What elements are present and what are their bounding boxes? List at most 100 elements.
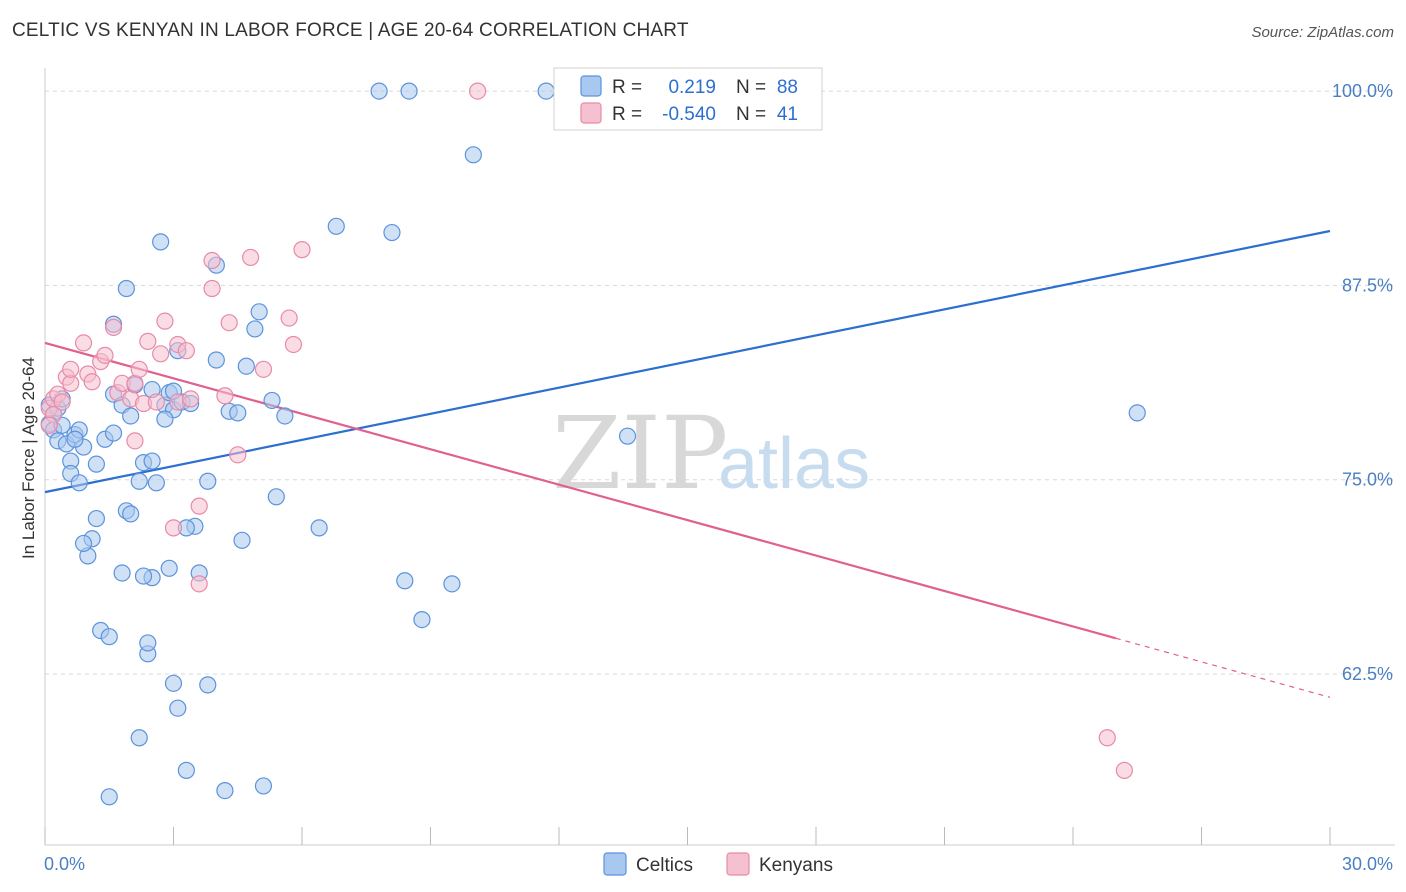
kenyan-point <box>83 373 101 391</box>
celtic-point <box>66 430 84 448</box>
kenyan-trend-line <box>44 341 1117 640</box>
celtic-point <box>233 531 251 549</box>
y-axis-label: In Labor Force | Age 20-64 <box>19 357 38 559</box>
celtic-r-value: 0.219 <box>668 77 716 98</box>
celtic-point <box>396 572 414 590</box>
celtic-point <box>160 559 178 577</box>
y-tick-label: 87.5% <box>1342 275 1393 295</box>
celtic-point <box>152 233 170 251</box>
celtic-point <box>156 410 174 428</box>
kenyan-point <box>156 312 174 330</box>
celtic-point <box>1128 404 1146 422</box>
celtic-point <box>130 729 148 747</box>
kenyan-n-value: 41 <box>777 104 798 125</box>
kenyan-n-label: N = <box>736 104 766 125</box>
kenyan-point <box>152 345 170 363</box>
watermark: ZIP atlas <box>552 395 870 512</box>
kenyan-point <box>139 332 157 350</box>
grid-lines <box>45 90 1395 675</box>
axes <box>44 68 1395 846</box>
celtic-point <box>537 82 555 100</box>
celtic-point <box>70 474 88 492</box>
y-tick-label: 62.5% <box>1342 664 1393 684</box>
kenyan-legend-label: Kenyans <box>759 855 833 876</box>
kenyan-point <box>190 575 208 593</box>
celtic-point <box>276 407 294 425</box>
watermark-atlas: atlas <box>718 424 870 504</box>
kenyan-point <box>182 390 200 408</box>
kenyan-point <box>130 360 148 378</box>
kenyan-point <box>242 248 260 267</box>
y-tick-label: 100.0% <box>1332 81 1393 101</box>
y-tick-label: 75.0% <box>1342 470 1393 490</box>
celtic-point <box>100 788 118 806</box>
kenyan-point <box>280 309 298 327</box>
celtic-point <box>139 634 157 652</box>
celtic-point <box>147 474 165 492</box>
celtic-point <box>246 320 264 338</box>
celtic-point <box>87 509 106 528</box>
celtic-point <box>199 472 217 490</box>
kenyan-r-value: -0.540 <box>662 104 716 125</box>
kenyan-point <box>164 519 183 537</box>
celtic-point <box>464 146 482 164</box>
celtic-point <box>263 391 281 410</box>
celtic-point <box>383 223 401 242</box>
celtic-legend-label: Celtics <box>636 855 693 876</box>
kenyan-point <box>53 393 71 411</box>
kenyan-point <box>40 416 58 434</box>
kenyan-point <box>203 251 221 270</box>
celtic-r-label: R = <box>612 77 642 98</box>
celtic-point <box>122 407 140 425</box>
celtic-point <box>370 82 388 100</box>
celtic-swatch <box>580 75 602 97</box>
celtic-point <box>327 217 345 235</box>
watermark-zip: ZIP <box>552 395 728 512</box>
celtic-point <box>618 427 637 445</box>
kenyan-legend-swatch <box>726 852 750 876</box>
kenyan-trend-extension <box>1115 637 1331 698</box>
celtic-point <box>143 452 161 470</box>
celtic-point <box>117 279 135 298</box>
celtic-point <box>164 674 183 692</box>
celtic-point <box>237 357 255 375</box>
kenyan-point <box>74 334 93 352</box>
celtic-point <box>122 505 140 523</box>
x-tick-label-min: 0.0% <box>44 854 85 874</box>
kenyan-point <box>254 360 273 378</box>
celtic-point <box>413 611 431 629</box>
kenyan-r-label: R = <box>612 104 642 125</box>
celtic-point <box>267 488 285 506</box>
celtic-point <box>134 567 153 585</box>
y-tick-labels: 62.5% 75.0% 87.5% 100.0% <box>1332 81 1393 684</box>
celtic-point <box>229 404 247 422</box>
celtic-point <box>254 777 273 795</box>
celtic-point <box>177 761 195 779</box>
source-label: Source: ZipAtlas.com <box>1251 24 1394 41</box>
kenyan-point <box>126 432 144 450</box>
stats-legend: R = 0.219 N = 88 R = -0.540 N = 41 <box>553 67 823 131</box>
kenyan-point <box>229 446 247 464</box>
kenyan-point <box>469 82 487 100</box>
celtic-legend-swatch <box>603 852 627 876</box>
celtic-point <box>216 781 234 800</box>
celtic-point <box>74 534 93 553</box>
x-tick-label-max: 30.0% <box>1342 854 1393 874</box>
kenyan-point <box>147 393 165 411</box>
celtic-point <box>250 303 268 321</box>
celtic-point <box>169 699 187 717</box>
kenyan-points <box>40 82 1134 779</box>
kenyan-point <box>104 318 123 336</box>
series-legend: Celtics Kenyans <box>603 852 833 876</box>
kenyan-swatch <box>580 102 602 124</box>
kenyan-point <box>62 360 80 378</box>
kenyan-point <box>220 314 238 332</box>
x-tick-labels: 0.0% 30.0% <box>44 854 1393 874</box>
celtic-point <box>400 82 418 100</box>
celtic-point <box>130 472 148 490</box>
kenyan-point <box>1115 761 1134 779</box>
celtic-point <box>87 455 106 473</box>
celtic-point <box>207 351 225 369</box>
celtic-trend-line <box>44 229 1331 494</box>
chart-title: CELTIC VS KENYAN IN LABOR FORCE | AGE 20… <box>12 20 689 41</box>
